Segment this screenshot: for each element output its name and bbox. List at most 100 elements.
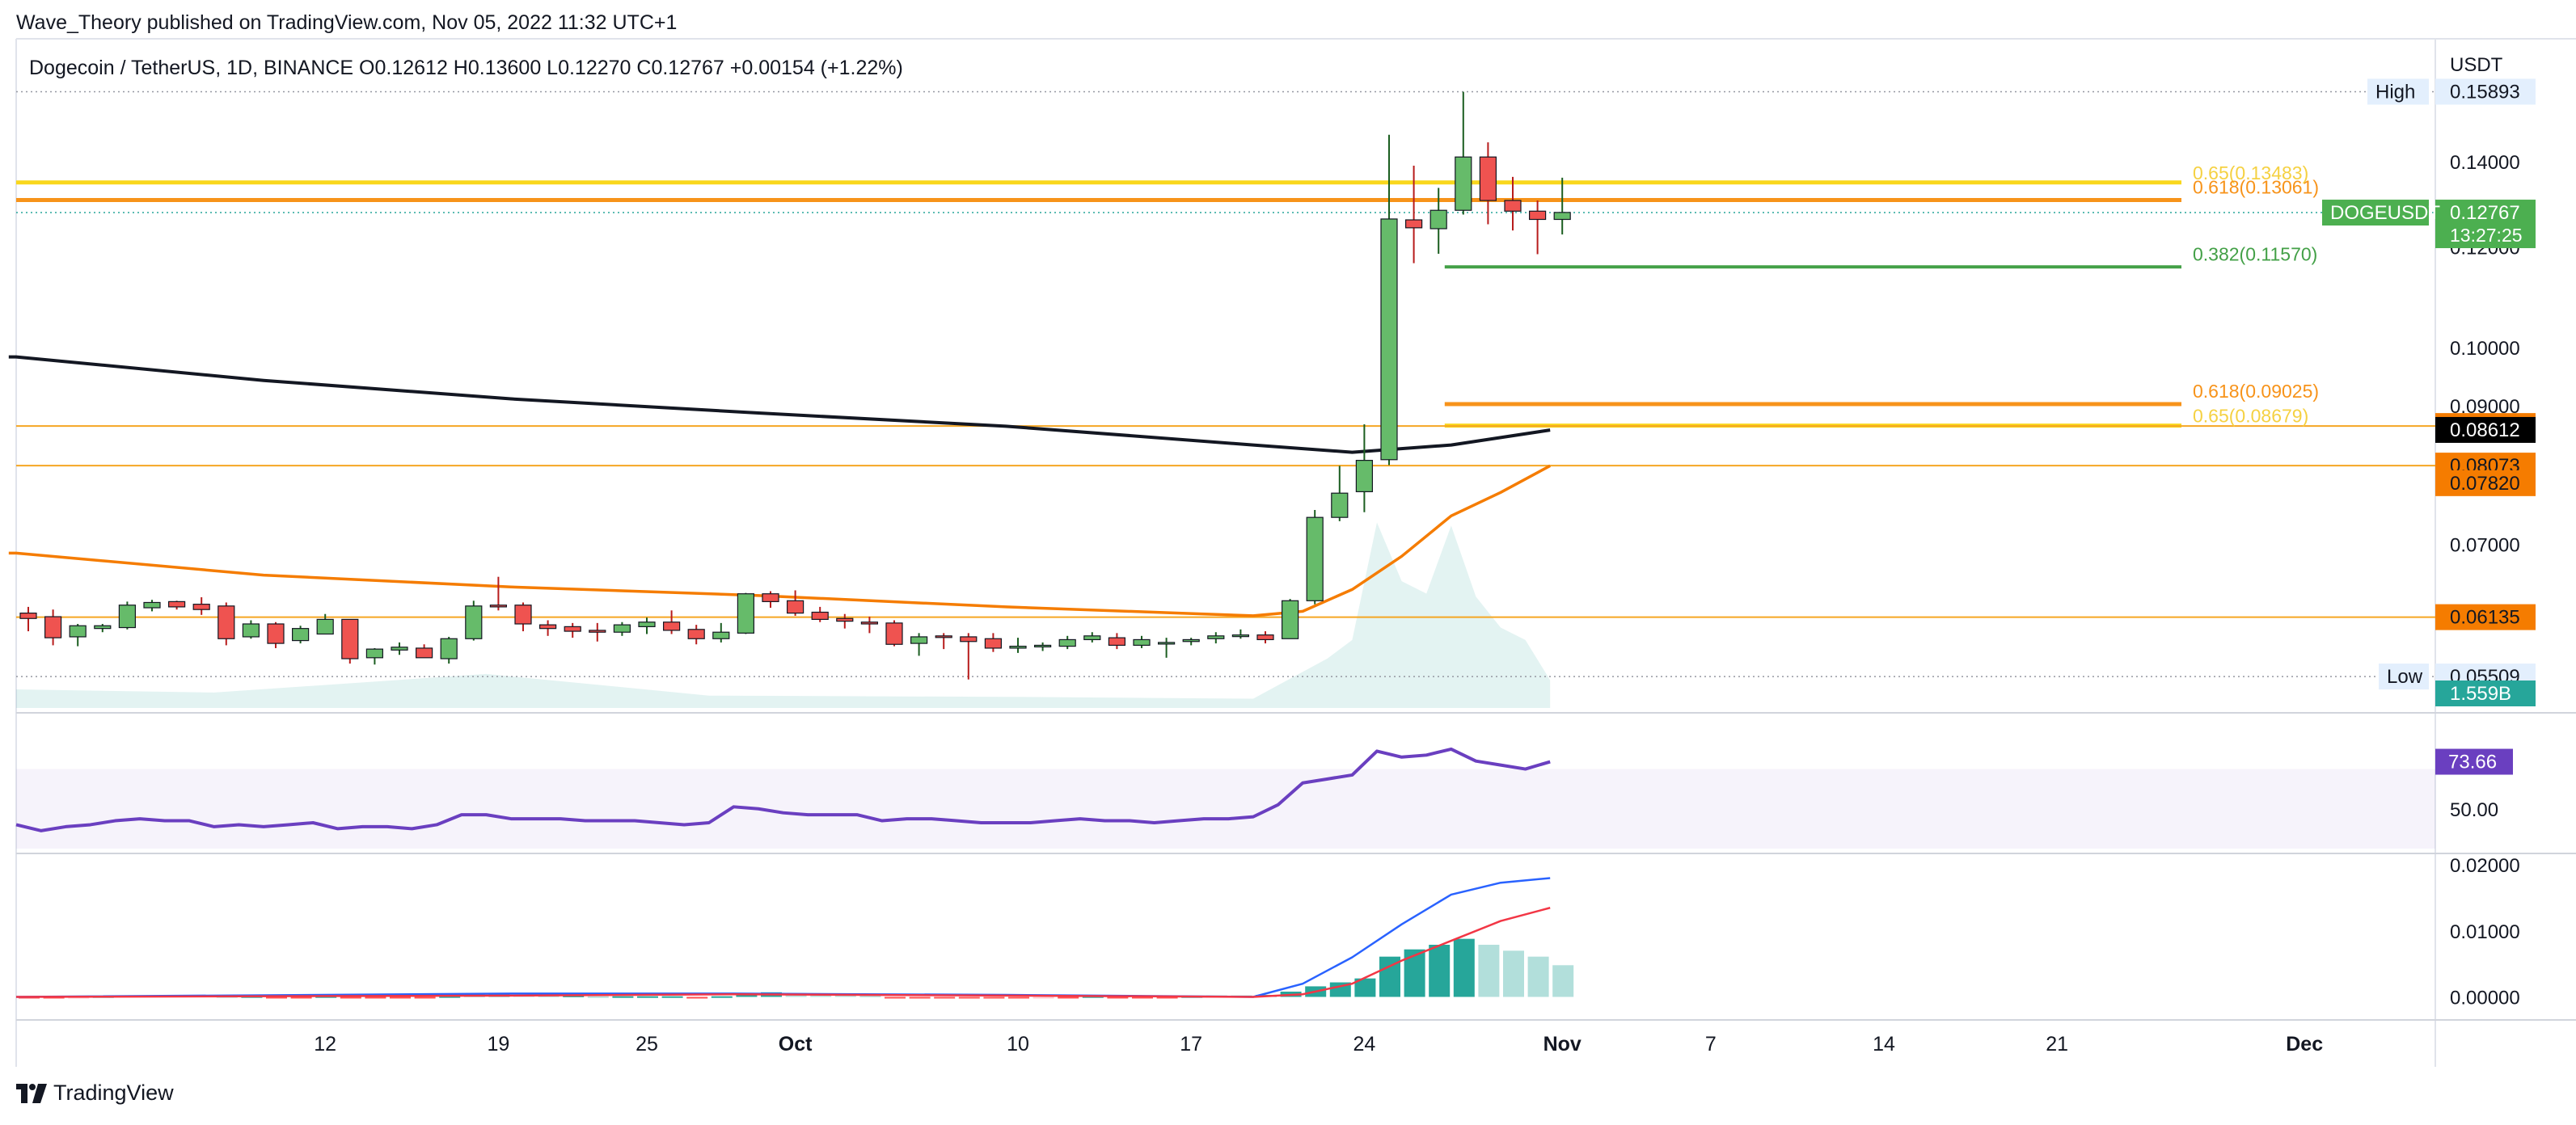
candle — [1404, 165, 1423, 263]
candle — [365, 647, 383, 665]
time-tick-label: 10 — [1007, 1033, 1029, 1055]
candle — [1083, 632, 1101, 643]
horizontal-levels — [16, 91, 2435, 677]
price-label-value: 0.07820 — [2450, 473, 2520, 495]
candle — [984, 633, 1003, 652]
candle — [1231, 629, 1250, 639]
candle — [489, 576, 508, 611]
candle — [811, 606, 829, 622]
time-tick-label: 19 — [487, 1033, 509, 1055]
rsi-line — [15, 747, 1551, 832]
candle — [762, 591, 779, 609]
candle-body — [292, 628, 310, 642]
macd-hist-bar — [1552, 965, 1574, 997]
rsi-band — [16, 769, 2435, 849]
macd-hist-bar — [958, 996, 980, 999]
time-tick-label: Dec — [2286, 1033, 2323, 1055]
candle-body — [168, 600, 186, 608]
candle-body — [1281, 600, 1299, 639]
candle-body — [1182, 638, 1200, 643]
candle — [1479, 142, 1497, 225]
price-label-box — [2435, 470, 2536, 496]
candle-body — [316, 618, 334, 635]
candle — [885, 620, 903, 647]
tradingview-logo[interactable]: TradingView — [16, 1081, 174, 1106]
time-tick-label: Oct — [779, 1033, 813, 1055]
time-tick-label: 21 — [2046, 1033, 2068, 1055]
candle-body — [94, 625, 112, 630]
rsi-value-label: 73.66 — [2448, 752, 2497, 773]
candle-body — [514, 605, 532, 625]
candle-body — [19, 613, 37, 619]
candle-body — [762, 593, 779, 602]
candle-body — [1058, 638, 1076, 647]
candle — [1133, 635, 1151, 648]
candle-body — [613, 624, 631, 633]
candle-body — [538, 624, 557, 630]
tradingview-brand: TradingView — [53, 1081, 174, 1105]
price-axis[interactable]: USDT0.070000.090000.100000.120000.140000… — [2322, 54, 2536, 706]
candle-body — [786, 600, 804, 614]
volume-area — [16, 522, 1551, 708]
candle — [242, 620, 260, 639]
candle — [1380, 134, 1398, 466]
candle — [1306, 509, 1324, 605]
ema-long-line — [8, 355, 1551, 454]
rsi-pane: 50.00 73.66 — [15, 747, 2513, 849]
candle — [1207, 632, 1225, 644]
price-label-box — [2435, 680, 2536, 706]
time-axis[interactable]: 12 19 25 Oct 10 17 24 Nov 7 14 21 Dec — [314, 1033, 2323, 1055]
candle-body — [217, 605, 235, 639]
price-tag-dogeusdt: DOGEUSDT — [2330, 202, 2440, 224]
price-label-box — [2435, 200, 2536, 249]
macd-hist-bar — [885, 996, 906, 999]
candle — [267, 621, 285, 648]
price-tick-label: 0.10000 — [2450, 338, 2520, 360]
fib-label-2: 0.382(0.11570) — [2193, 243, 2317, 264]
macd-hist-bar — [538, 995, 560, 997]
candle-body — [638, 621, 656, 627]
candle — [662, 610, 681, 634]
candle — [391, 642, 408, 655]
macd-hist-bar — [637, 996, 658, 998]
price-tick-label: 0.07000 — [2450, 535, 2520, 557]
candle-body — [118, 605, 136, 629]
candle-body — [687, 629, 705, 639]
macd-hist-bar — [1132, 996, 1153, 999]
candle-body — [1380, 218, 1398, 461]
candle-body — [811, 611, 829, 620]
candle — [94, 623, 112, 633]
candle — [69, 623, 87, 647]
candle-body — [1404, 219, 1423, 229]
macd-hist-bar — [390, 996, 411, 999]
fib-labels: 0.65(0.13483)0.618(0.13061) 0.382(0.11570… — [2193, 162, 2319, 427]
candle-body — [564, 626, 581, 632]
candle — [1009, 638, 1027, 653]
time-tick-label: 17 — [1180, 1033, 1202, 1055]
candle-body — [1455, 156, 1472, 211]
candle — [1355, 424, 1374, 512]
candle-body — [242, 623, 260, 638]
signal-line — [15, 907, 1551, 998]
candle-body — [465, 605, 483, 639]
candle — [1108, 633, 1126, 650]
countdown-label: 13:27:25 — [2450, 225, 2523, 246]
candle-body — [1231, 634, 1250, 638]
macd-hist-bar — [1478, 944, 1500, 997]
candle — [860, 617, 879, 634]
candle — [341, 618, 359, 664]
macd-hist-bar — [834, 995, 856, 997]
candle — [1429, 188, 1447, 254]
macd-tick-label: 0.00000 — [2450, 988, 2520, 1009]
candle — [514, 602, 532, 632]
candle-body — [712, 631, 730, 639]
currency-label: USDT — [2450, 54, 2503, 76]
macd-hist-bar — [934, 996, 956, 999]
macd-hist-bar — [340, 996, 361, 999]
symbol-line: Dogecoin / TetherUS, 1D, BINANCE O0.1261… — [29, 57, 903, 79]
macd-line — [15, 877, 1551, 998]
price-tag-box — [2379, 664, 2429, 690]
candle-body — [1033, 644, 1052, 648]
candle — [217, 602, 235, 646]
